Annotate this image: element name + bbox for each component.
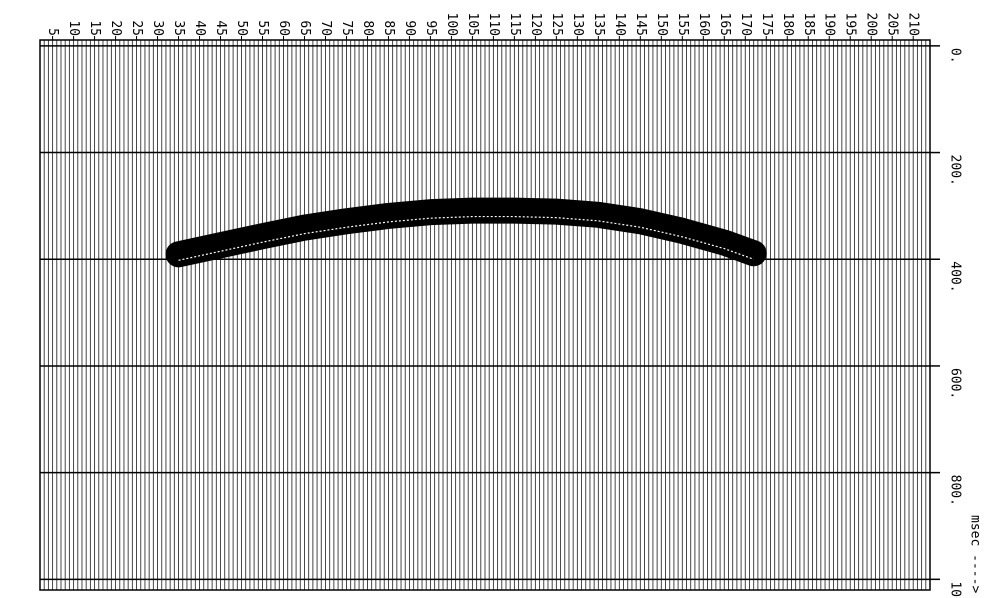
x-tick-label: 165 <box>717 13 732 36</box>
x-tick-label: 125 <box>549 13 564 36</box>
y-tick-label: 1000. <box>948 581 963 598</box>
reflection-event <box>165 197 767 268</box>
x-tick-label: 30 <box>150 20 165 36</box>
x-tick-label: 190 <box>822 13 837 36</box>
y-tick-label: 400. <box>948 261 963 292</box>
y-tick-label: 0. <box>948 48 963 64</box>
y-axis-label: msec ----> <box>968 515 983 593</box>
x-tick-label: 40 <box>192 20 207 36</box>
x-tick-label: 160 <box>696 13 711 36</box>
x-tick-label: 185 <box>801 13 816 36</box>
x-tick-label: 5 <box>45 28 60 36</box>
x-tick-label: 145 <box>633 13 648 36</box>
x-tick-label: 75 <box>339 20 354 36</box>
x-tick-label: 100 <box>444 13 459 36</box>
x-tick-label: 195 <box>843 13 858 36</box>
x-tick-label: 10 <box>66 20 81 36</box>
x-tick-label: 140 <box>612 13 627 36</box>
x-tick-label: 180 <box>780 13 795 36</box>
x-tick-label: 110 <box>486 13 501 36</box>
y-tick-label: 200. <box>948 155 963 186</box>
x-tick-label: 15 <box>87 20 102 36</box>
reflection-event-trough <box>178 215 754 261</box>
x-tick-label: 170 <box>738 13 753 36</box>
x-tick-label: 130 <box>570 13 585 36</box>
x-tick-label: 200 <box>864 13 879 36</box>
x-tick-label: 105 <box>465 13 480 36</box>
x-tick-label: 45 <box>213 20 228 36</box>
traces <box>39 40 931 590</box>
x-tick-label: 135 <box>591 13 606 36</box>
x-tick-label: 80 <box>360 20 375 36</box>
x-tick-label: 50 <box>234 20 249 36</box>
x-tick-label: 175 <box>759 13 774 36</box>
x-tick-label: 60 <box>276 20 291 36</box>
x-tick-label: 210 <box>906 13 921 36</box>
x-tick-label: 65 <box>297 20 312 36</box>
x-tick-label: 55 <box>255 20 270 36</box>
x-tick-label: 20 <box>108 20 123 36</box>
x-tick-label: 95 <box>423 20 438 36</box>
x-tick-label: 85 <box>381 20 396 36</box>
y-tick-label: 600. <box>948 368 963 399</box>
x-tick-label: 90 <box>402 20 417 36</box>
x-tick-label: 150 <box>654 13 669 36</box>
x-tick-label: 25 <box>129 20 144 36</box>
x-tick-label: 35 <box>171 20 186 36</box>
x-tick-label: 120 <box>528 13 543 36</box>
x-tick-label: 205 <box>885 13 900 36</box>
x-tick-label: 70 <box>318 20 333 36</box>
y-tick-label: 800. <box>948 475 963 506</box>
x-tick-label: 155 <box>675 13 690 36</box>
x-tick-label: 115 <box>507 13 522 36</box>
